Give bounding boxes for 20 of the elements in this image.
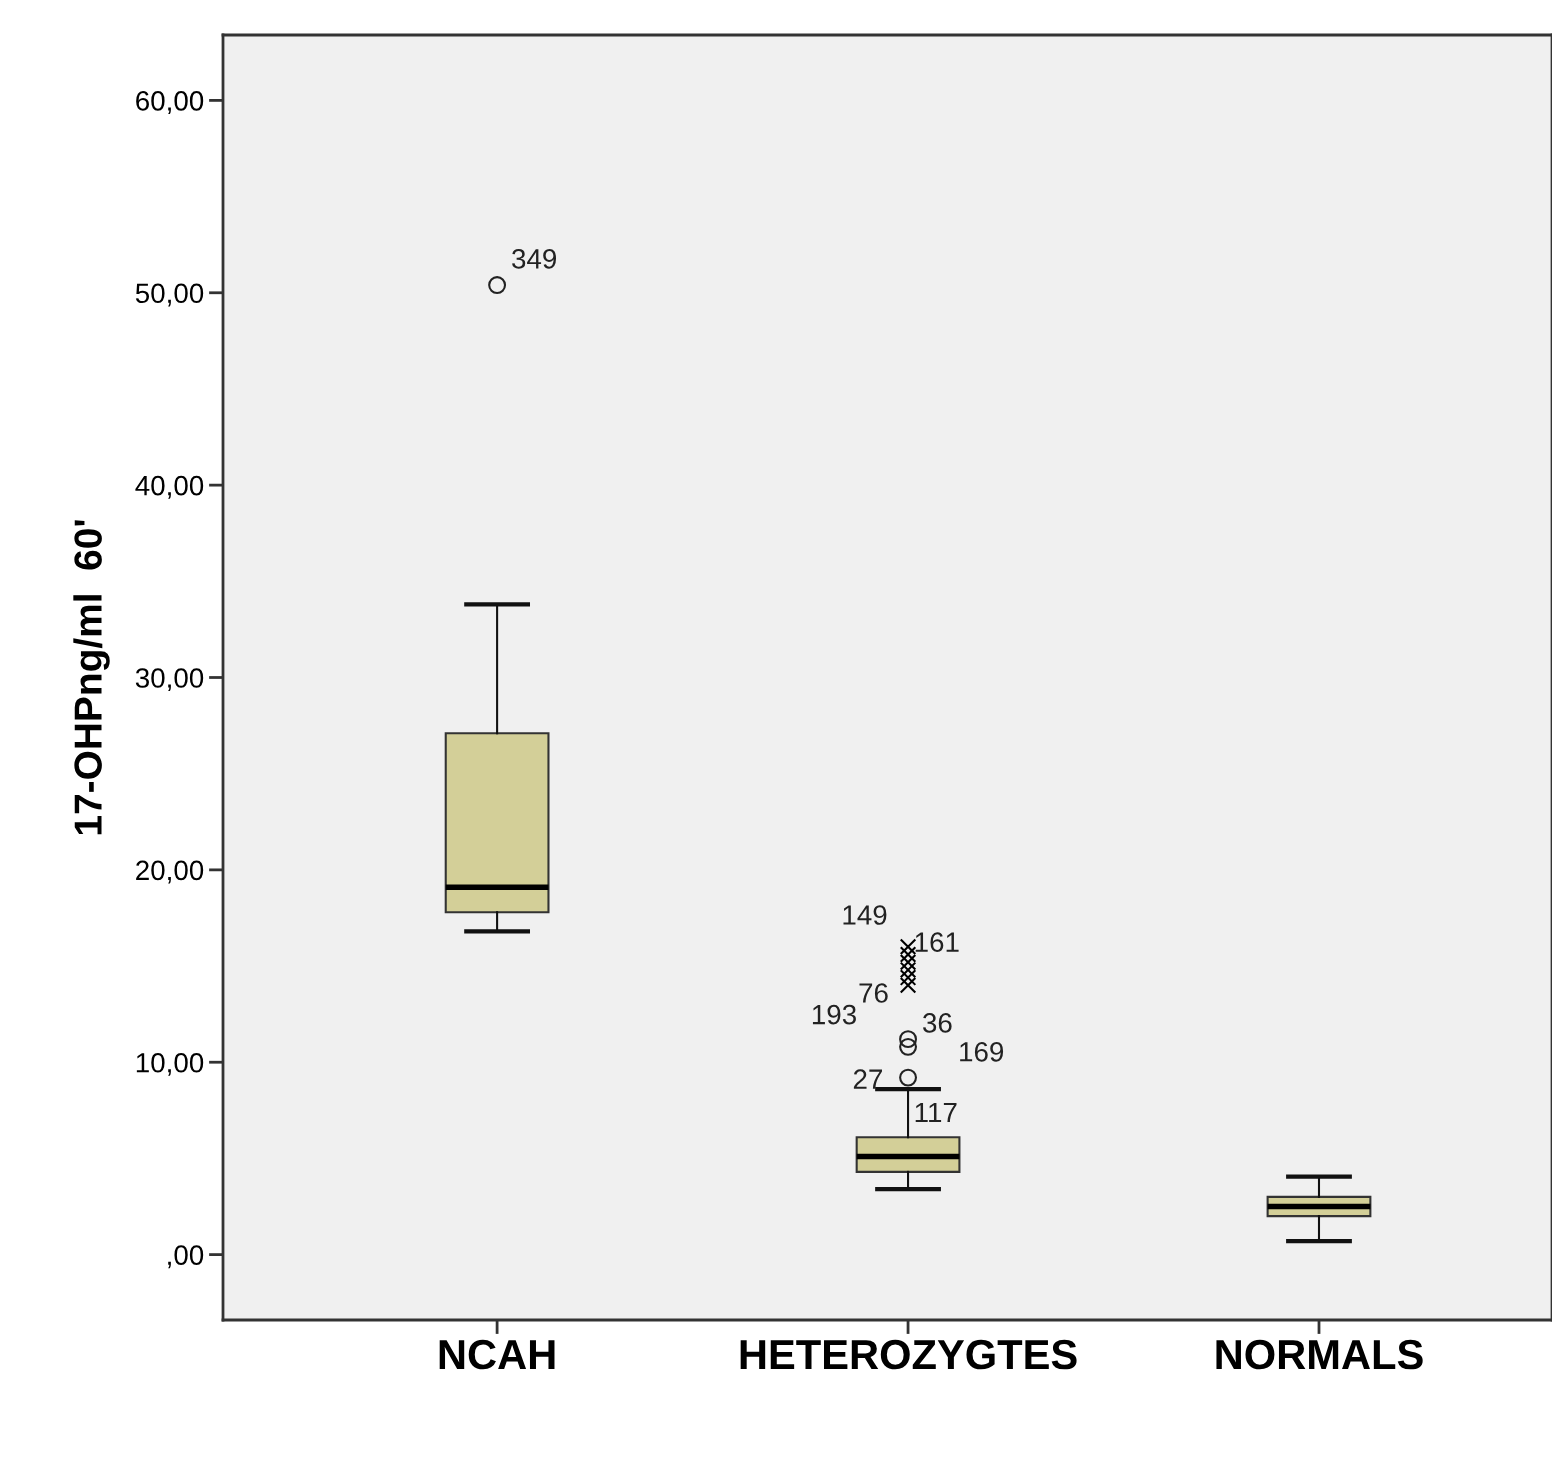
y-tick-label: 20,00 [136,860,204,884]
annotation: 149 [843,905,887,925]
y-tick-label: 30,00 [135,668,204,692]
y-tick-label: 50,00 [135,283,204,307]
y-tick-label: ,00 [168,1245,204,1269]
y-tick-label: 10,00 [136,1052,204,1076]
y-tick-label: 60,00 [136,91,204,115]
y-axis-title: 17-OHPng/ml 60' [73,520,110,835]
x-tick-label: HETEROZYGTES [740,1339,1077,1370]
annotation: 27 [853,1069,882,1089]
annotation: 76 [859,983,888,1003]
annotation: 193 [812,1004,856,1025]
annotation: 161 [915,932,959,952]
annotation: 36 [923,1013,952,1033]
x-tick-label: NCAH [439,1339,555,1370]
annotation: 117 [915,1102,957,1123]
annotation: 349 [512,249,557,269]
y-tick-label: 40,00 [135,475,204,499]
x-tick-label: NORMALS [1216,1339,1423,1370]
annotation: 169 [960,1041,1004,1062]
